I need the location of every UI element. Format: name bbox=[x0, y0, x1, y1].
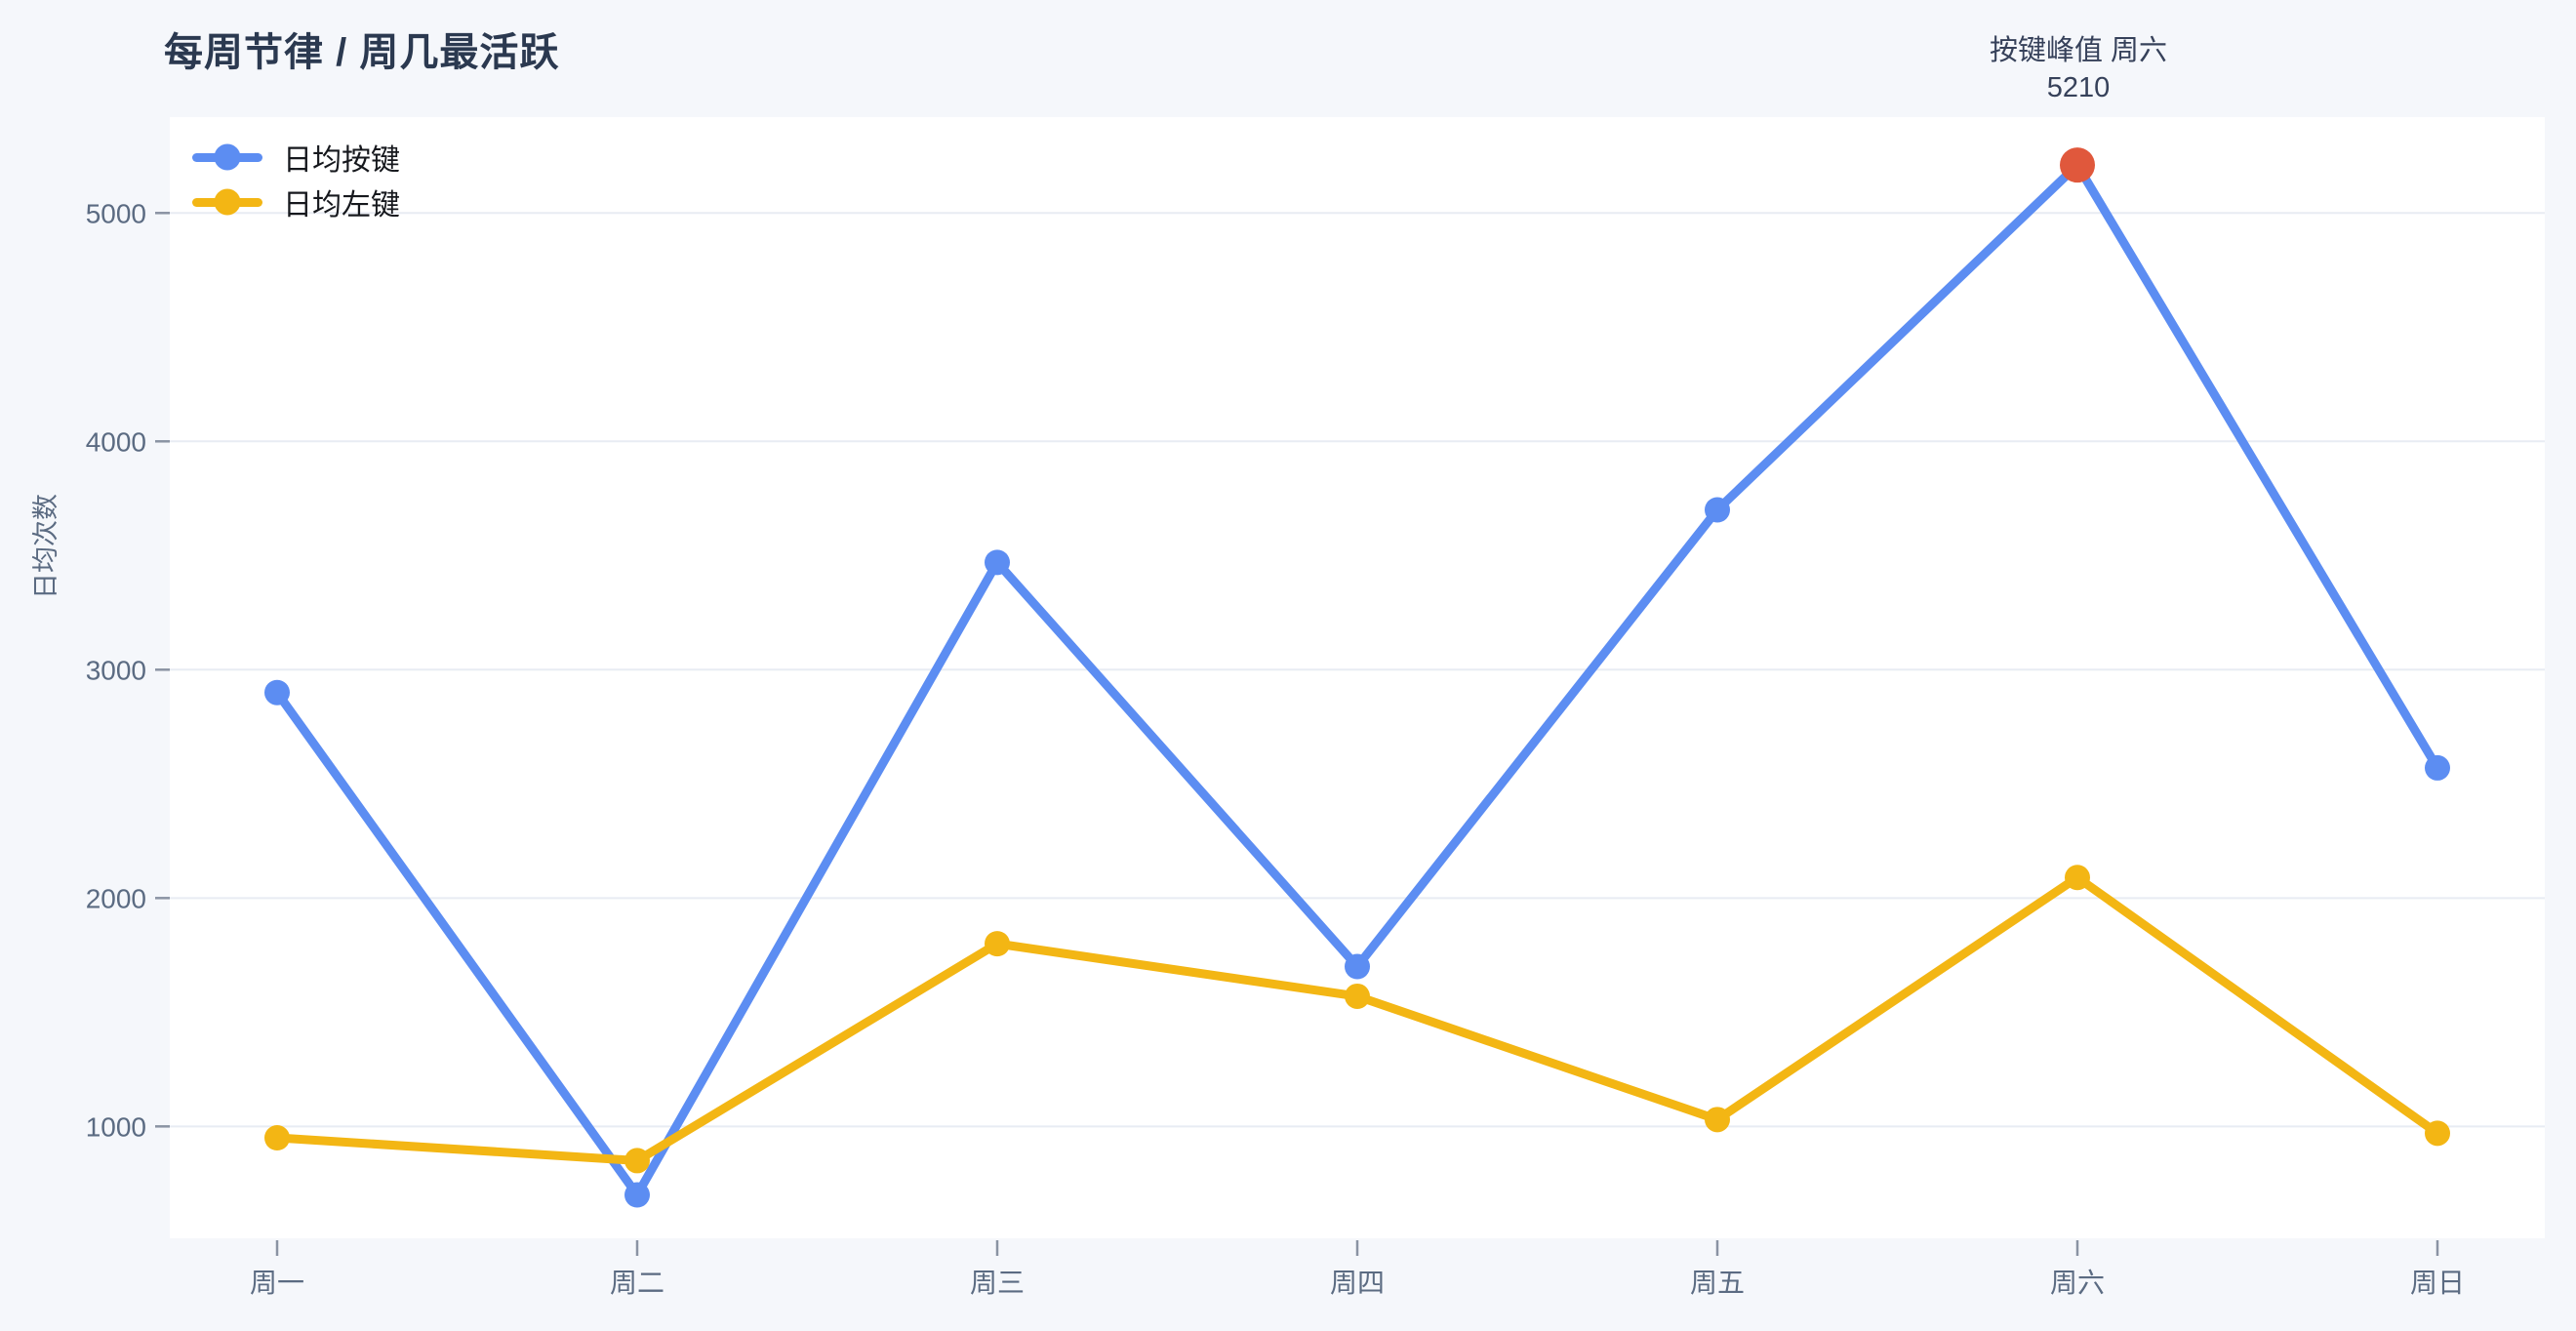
circle-marker-icon bbox=[214, 188, 241, 216]
legend-item-avg-keys: 日均按键 bbox=[192, 135, 400, 180]
data-point-0 bbox=[624, 1182, 650, 1208]
y-tick-label: 2000 bbox=[86, 883, 146, 913]
plot-area bbox=[170, 117, 2545, 1238]
x-tick-label: 周日 bbox=[2410, 1268, 2465, 1298]
x-tick-label: 周二 bbox=[610, 1268, 664, 1298]
y-tick-label: 4000 bbox=[86, 426, 146, 457]
data-point-1 bbox=[2065, 865, 2090, 891]
line-dot-marker-icon bbox=[192, 143, 262, 171]
x-tick-label: 周三 bbox=[970, 1268, 1025, 1298]
y-tick-label: 5000 bbox=[86, 198, 146, 228]
data-point-1 bbox=[264, 1125, 290, 1151]
legend-label-avg-keys: 日均按键 bbox=[283, 144, 400, 177]
data-point-0 bbox=[985, 549, 1010, 576]
legend-label-avg-left-clicks: 日均左键 bbox=[283, 189, 400, 222]
peak-marker bbox=[2060, 147, 2095, 183]
peak-annotation-value: 5210 bbox=[2046, 72, 2111, 103]
chart-title: 每周节律 / 周几最活跃 bbox=[164, 31, 560, 74]
x-tick-label: 周四 bbox=[1330, 1268, 1385, 1298]
x-tick-label: 周一 bbox=[250, 1268, 304, 1298]
line-dot-marker-icon bbox=[192, 188, 262, 216]
x-tick-label: 周六 bbox=[2050, 1268, 2105, 1298]
data-point-1 bbox=[1705, 1107, 1730, 1133]
peak-annotation-label: 按键峰值 周六 bbox=[1989, 35, 2168, 66]
data-point-1 bbox=[985, 931, 1010, 957]
legend: 日均按键 日均左键 bbox=[192, 135, 400, 224]
legend-item-avg-left-clicks: 日均左键 bbox=[192, 180, 400, 224]
data-point-0 bbox=[2425, 754, 2450, 781]
data-point-0 bbox=[264, 679, 290, 706]
data-point-0 bbox=[1345, 953, 1370, 980]
peak-annotation: 按键峰值 周六 5210 bbox=[1990, 32, 2167, 106]
data-point-1 bbox=[624, 1148, 650, 1174]
data-point-1 bbox=[2425, 1120, 2450, 1147]
y-tick-label: 3000 bbox=[86, 655, 146, 685]
y-axis-label: 日均次数 bbox=[31, 494, 60, 599]
circle-marker-icon bbox=[214, 143, 241, 171]
x-tick-label: 周五 bbox=[1690, 1268, 1745, 1298]
y-tick-label: 1000 bbox=[86, 1111, 146, 1142]
data-point-1 bbox=[1345, 983, 1370, 1009]
data-point-0 bbox=[1705, 497, 1730, 523]
